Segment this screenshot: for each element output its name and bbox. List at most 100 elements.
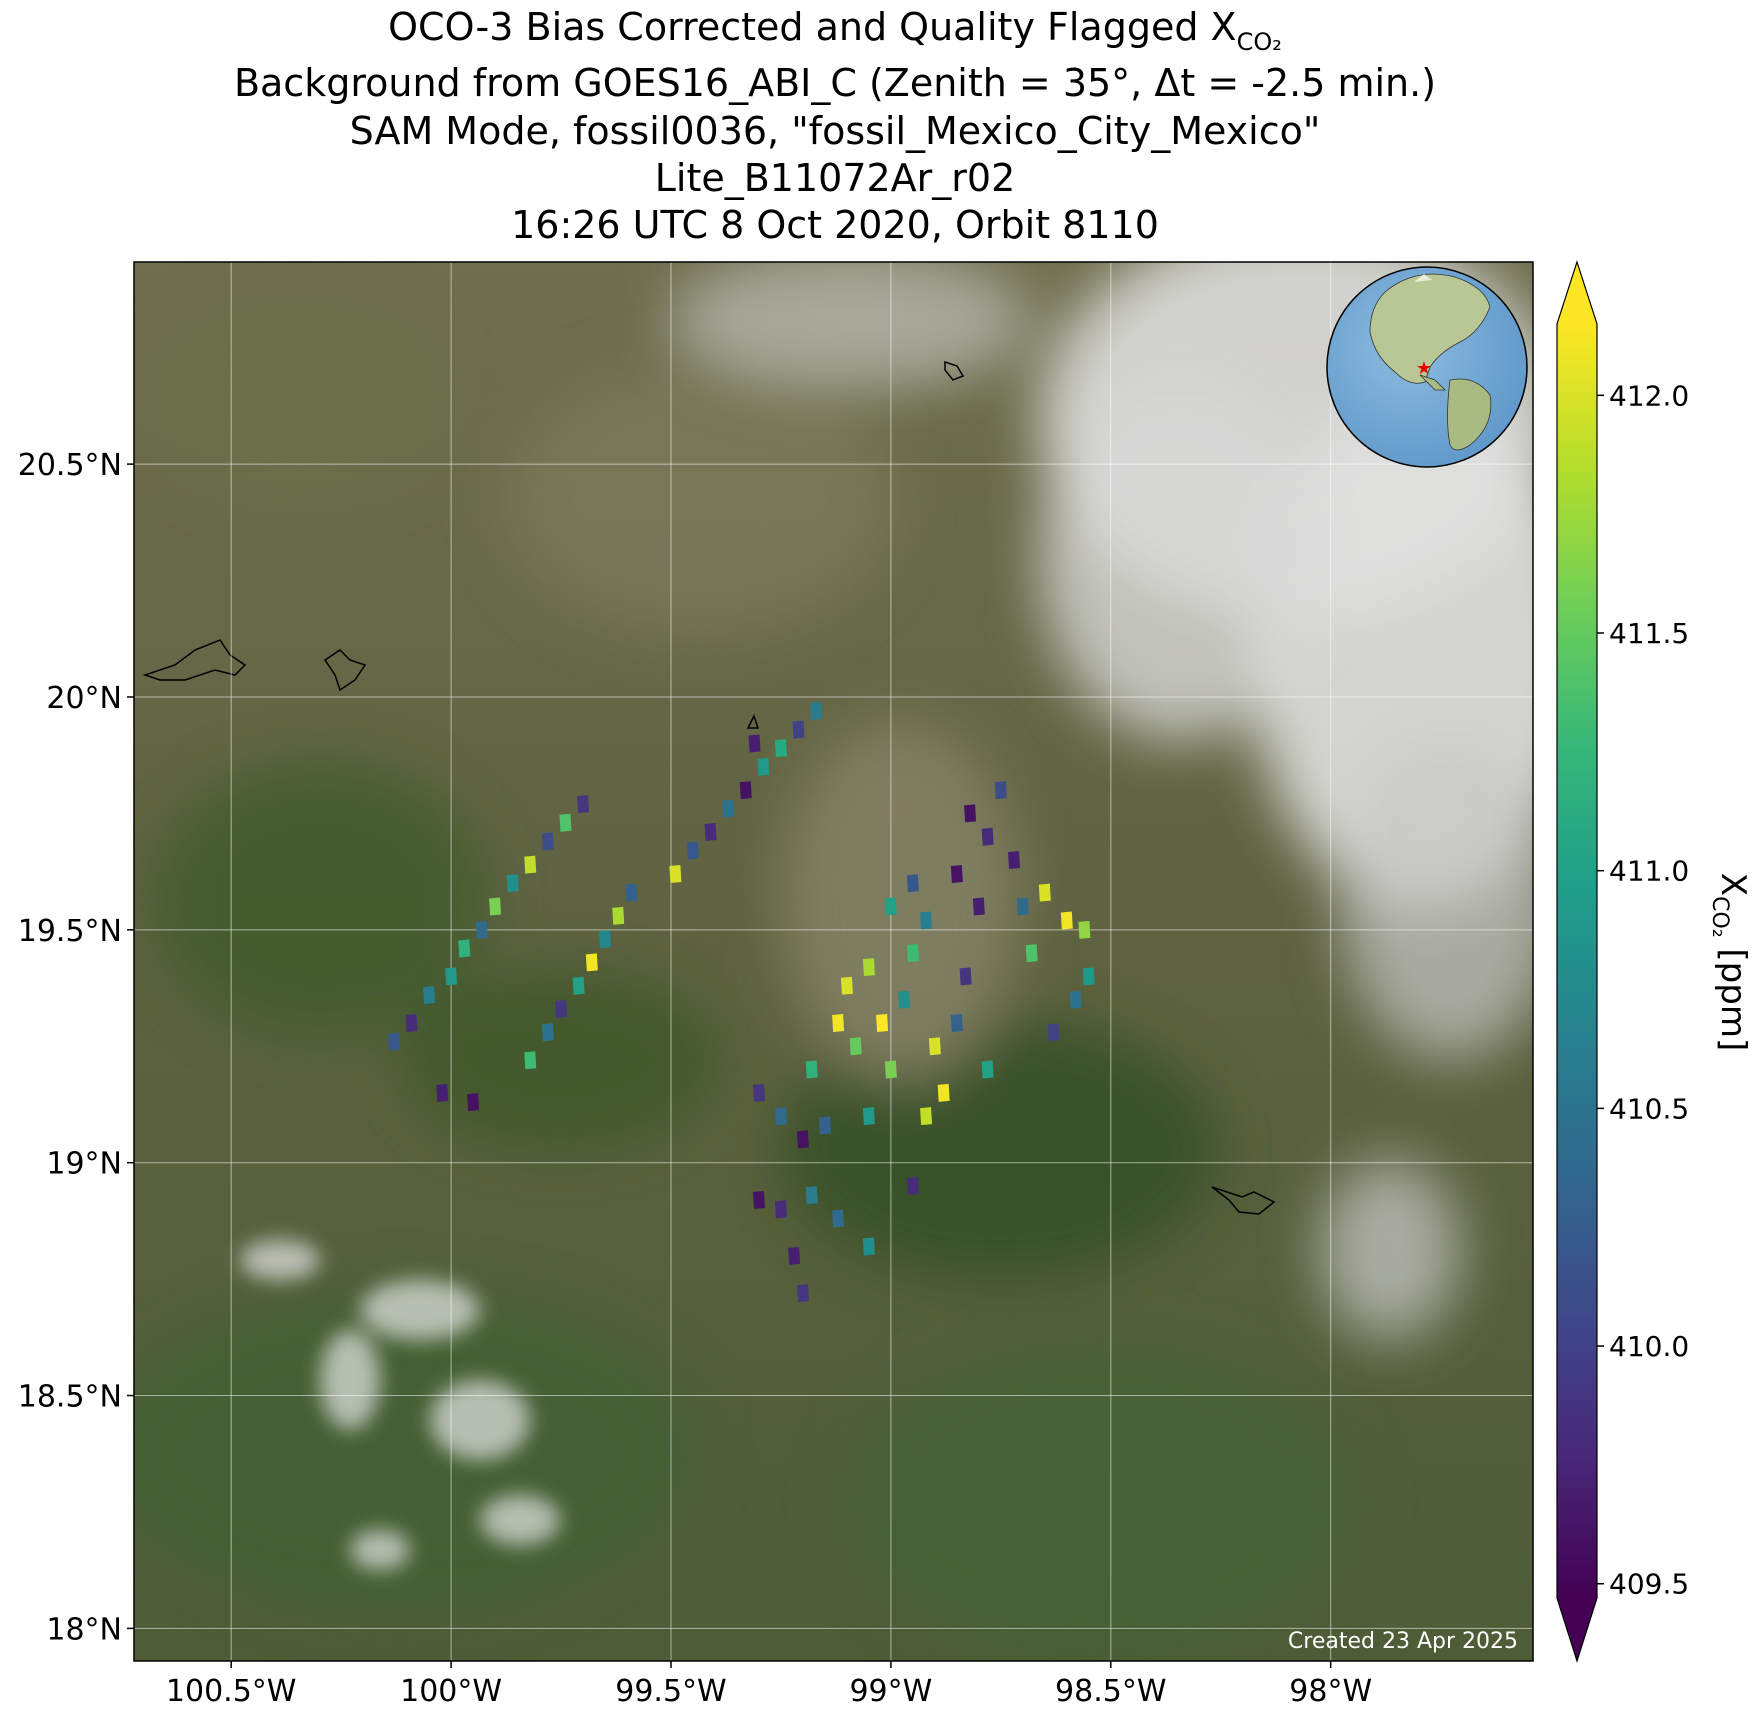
sounding [796,1130,809,1149]
sounding [832,1013,845,1032]
sounding [898,990,911,1009]
sounding [884,1060,897,1079]
sounding [757,757,770,776]
subtitle: Background from GOES16_ABI_C (Zenith = 3… [234,61,1436,105]
colorbar: 409.5 410.0 410.5 411.0 411.5 412.0 [1556,260,1689,1663]
sounding [920,911,933,930]
sounding [559,813,572,832]
sounding [669,864,682,883]
x-tick-label: 99.5°W [615,1674,726,1709]
sounding [748,734,761,753]
clouds [670,262,1533,1340]
sounding [937,1083,950,1102]
colorbar-outline [1556,260,1598,1663]
y-tick-label: 18°N [46,1612,122,1647]
sounding [774,1200,787,1219]
sounding [981,827,994,846]
sounding [752,1190,765,1209]
sounding [981,1060,994,1079]
sounding [704,823,717,842]
sounding [805,1186,818,1205]
sounding [467,1093,480,1112]
sounding [625,883,638,902]
sounding [1008,850,1021,869]
sounding [541,1023,554,1042]
colorbar-tick-label: 410.5 [1609,1092,1689,1125]
sounding [541,832,554,851]
sounding [1078,920,1091,939]
cbar-label-symbol: X [1713,873,1753,896]
subtitle: Lite_B11072Ar_r02 [655,156,1016,200]
map-frame [133,261,1534,1662]
sounding [849,1037,862,1056]
sounding [445,967,458,986]
x-tick-label: 98.5°W [1055,1674,1166,1709]
sounding [585,953,598,972]
sounding [722,799,735,818]
sounding [423,986,436,1005]
small-clouds [240,1240,560,1570]
sounding [739,781,752,800]
sounding [405,1013,418,1032]
sounding [489,897,502,916]
sounding [686,841,699,860]
colorbar-tick-label: 411.0 [1609,855,1689,888]
sounding [994,781,1007,800]
sounding [1060,911,1073,930]
sounding [572,976,585,995]
sounding [555,1000,568,1019]
sounding [862,1237,875,1256]
x-tick-label: 99°W [849,1674,932,1709]
sounding [1016,897,1029,916]
sounding [1069,990,1082,1009]
sounding [524,855,537,874]
colorbar-body [1557,324,1597,1598]
sounding [436,1083,449,1102]
sounding [810,701,823,720]
coastlines [142,360,1276,1215]
sounding [884,897,897,916]
sounding [796,1284,809,1303]
title-block: OCO-3 Bias Corrected and Quality Flagged… [234,5,1436,247]
colorbar-label: XCO₂ [ppm] [1707,873,1753,1051]
sounding [1038,883,1051,902]
x-tick-label: 98°W [1289,1674,1372,1709]
y-tick-label: 20°N [46,681,122,716]
colorbar-tick-label: 411.5 [1609,617,1689,650]
colorbar-extend-min [1557,1598,1597,1661]
sounding [599,930,612,949]
chart-title: OCO-3 Bias Corrected and Quality Flagged… [388,5,1282,56]
sounding [862,958,875,977]
inset-globe: ★ [1326,266,1528,468]
sounding [906,874,919,893]
sounding [959,967,972,986]
sounding [805,1060,818,1079]
x-tick-label: 100.5°W [166,1674,297,1709]
sounding [387,1032,400,1051]
footnote: Created 23 Apr 2025 [1288,1629,1518,1654]
sounding [1082,967,1095,986]
sounding [928,1037,941,1056]
sounding [752,1083,765,1102]
sounding [818,1116,831,1135]
sounding [774,739,787,758]
sounding [950,864,963,883]
y-tick-label: 19.5°N [18,914,122,949]
cbar-label-unit: [ppm] [1713,938,1753,1052]
sounding [950,1013,963,1032]
sounding [774,1107,787,1126]
sounding [862,1107,875,1126]
sounding [1047,1023,1060,1042]
y-tick-label: 20.5°N [18,448,122,483]
terrain-texture [134,300,1360,1660]
sounding [475,920,488,939]
sounding [1025,944,1038,963]
soundings [387,701,1095,1303]
subtitle: SAM Mode, fossil0036, "fossil_Mexico_Cit… [350,109,1321,153]
title-subscript: CO₂ [1237,28,1282,56]
y-tick-label: 19°N [46,1147,122,1182]
colorbar-extend-max [1557,262,1597,324]
sounding [876,1013,889,1032]
